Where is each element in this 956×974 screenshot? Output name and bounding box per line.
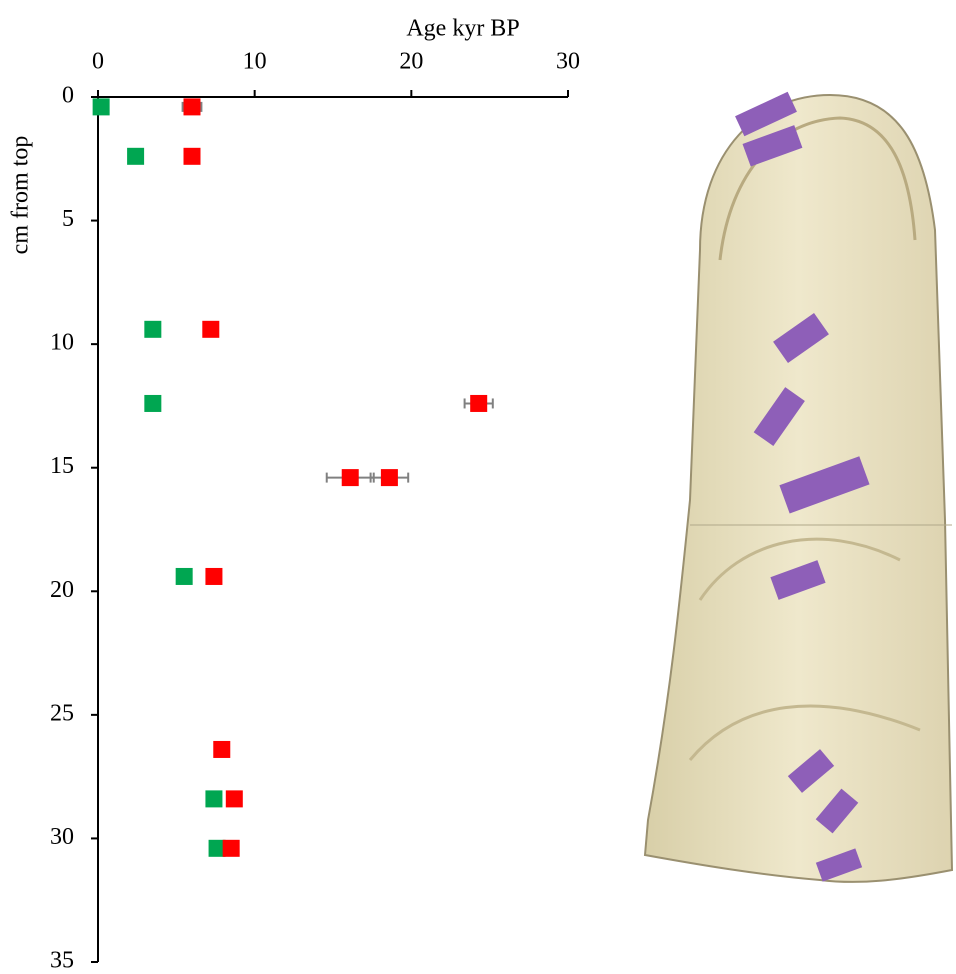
point xyxy=(127,147,145,165)
point xyxy=(175,567,193,585)
y-axis-label: cm from top xyxy=(8,136,34,255)
point xyxy=(225,790,243,808)
point xyxy=(470,394,488,412)
y-tick-label: 5 xyxy=(62,206,74,232)
y-tick-label: 30 xyxy=(50,824,74,850)
y-tick-label: 10 xyxy=(50,330,74,356)
y-tick-label: 35 xyxy=(50,948,74,974)
point xyxy=(183,147,201,165)
x-tick-label: 30 xyxy=(556,49,580,75)
x-tick-label: 20 xyxy=(399,49,423,75)
point xyxy=(202,320,220,338)
point xyxy=(341,469,359,487)
y-tick-label: 25 xyxy=(50,700,74,726)
y-tick-label: 0 xyxy=(62,83,74,109)
point xyxy=(205,790,223,808)
y-tick-label: 20 xyxy=(50,577,74,603)
stalagmite-photo xyxy=(643,91,954,883)
x-tick-label: 10 xyxy=(243,49,267,75)
point xyxy=(144,394,162,412)
point xyxy=(222,839,240,857)
x-tick-label: 0 xyxy=(92,49,104,75)
point xyxy=(183,98,201,116)
point xyxy=(208,839,226,857)
point xyxy=(213,740,231,758)
y-tick-label: 15 xyxy=(50,453,74,479)
point xyxy=(205,567,223,585)
x-axis-label: Age kyr BP xyxy=(406,16,519,42)
point xyxy=(380,469,398,487)
point xyxy=(144,320,162,338)
point xyxy=(92,98,110,116)
